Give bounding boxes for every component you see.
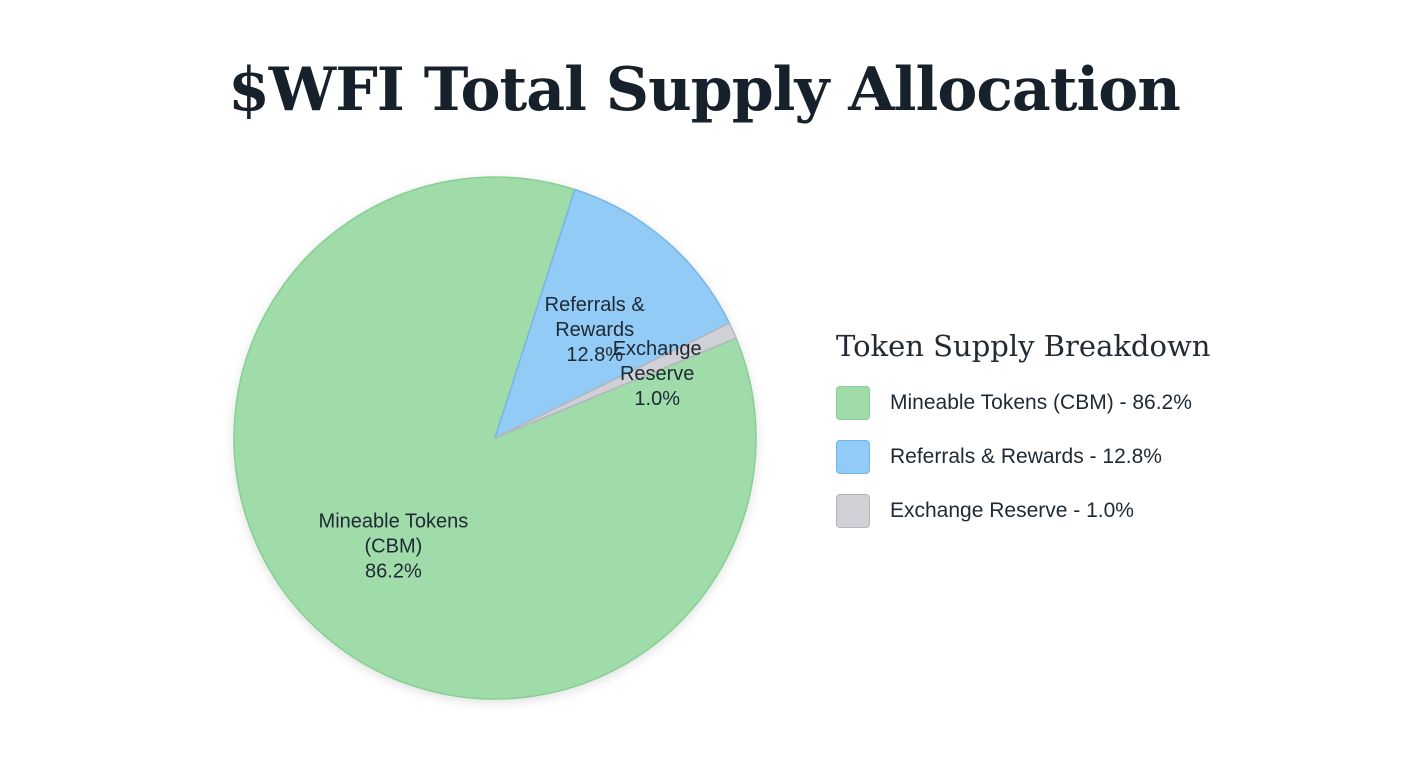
- pie-label-mineable-tokens-cbm: Mineable Tokens (CBM) 86.2%: [319, 510, 469, 582]
- pie-label-referrals-rewards: Referrals & Rewards 12.8%: [545, 294, 646, 366]
- legend-text-referrals-rewards: Referrals & Rewards - 12.8%: [890, 445, 1162, 468]
- legend-text-exchange-reserve: Exchange Reserve - 1.0%: [890, 499, 1134, 522]
- chart-title: $WFI Total Supply Allocation: [228, 55, 1181, 125]
- legend-swatch-mineable-tokens: [836, 386, 870, 420]
- legend-item-mineable-tokens: Mineable Tokens (CBM) - 86.2%: [836, 384, 1356, 422]
- pie-label-exchange-reserve: Exchange Reserve 1.0%: [613, 338, 702, 410]
- legend-title: Token Supply Breakdown: [836, 329, 1211, 363]
- legend-swatch-referrals-rewards: [836, 440, 870, 474]
- legend-swatch-exchange-reserve: [836, 494, 870, 528]
- pie-slice-exchange-reserve: [494, 322, 737, 439]
- legend-item-referrals-rewards: Referrals & Rewards - 12.8%: [836, 438, 1356, 476]
- pie-slice-referrals-rewards: [494, 188, 731, 439]
- legend: Token Supply Breakdown Mineable Tokens (…: [836, 322, 1356, 546]
- legend-item-exchange-reserve: Exchange Reserve - 1.0%: [836, 492, 1356, 530]
- legend-text-mineable-tokens: Mineable Tokens (CBM) - 86.2%: [890, 391, 1192, 414]
